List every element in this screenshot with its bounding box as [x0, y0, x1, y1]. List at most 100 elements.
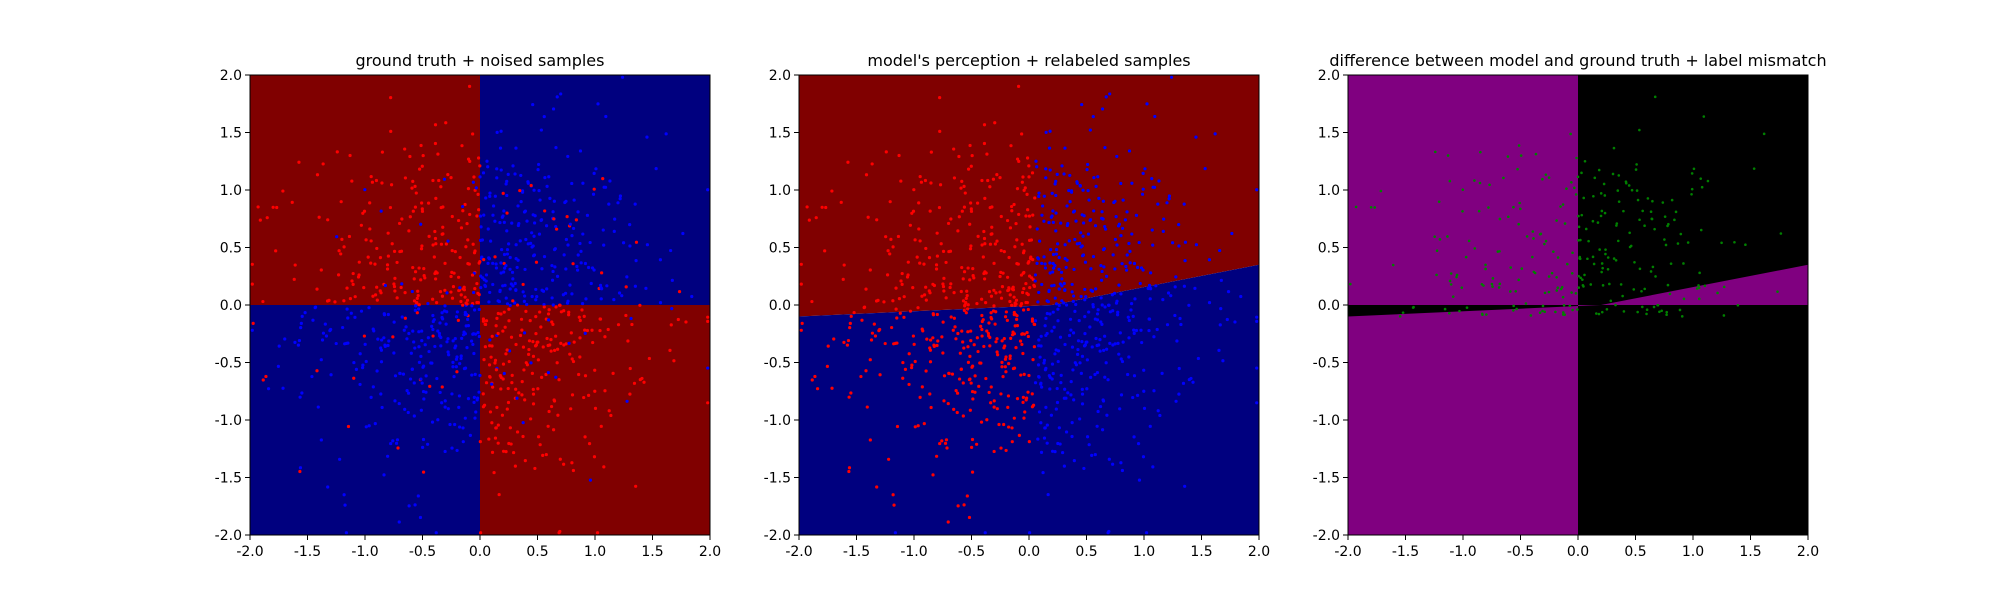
- data-point: [984, 301, 988, 305]
- mismatch-point: [1479, 150, 1482, 154]
- data-point: [520, 190, 525, 194]
- data-point: [1147, 283, 1152, 287]
- data-point: [417, 345, 421, 349]
- x-tick-label: 1.0: [1682, 544, 1704, 560]
- data-point: [1095, 312, 1100, 316]
- data-point: [1063, 387, 1067, 391]
- data-point: [390, 242, 394, 246]
- data-point: [435, 301, 439, 305]
- data-point: [1054, 211, 1058, 215]
- y-tick-label: 0.0: [220, 298, 242, 314]
- data-point: [1138, 281, 1142, 286]
- data-point: [677, 290, 682, 294]
- data-point: [897, 297, 902, 301]
- data-point: [502, 270, 506, 274]
- data-point: [999, 296, 1004, 300]
- mismatch-point: [1570, 271, 1574, 275]
- data-point: [510, 221, 514, 225]
- data-point: [364, 238, 368, 242]
- data-point: [968, 377, 972, 381]
- data-point: [523, 267, 527, 272]
- data-point: [616, 201, 620, 205]
- data-point: [621, 241, 626, 245]
- data-point: [568, 352, 572, 356]
- data-point: [1191, 380, 1195, 384]
- data-point: [393, 399, 397, 403]
- data-point: [916, 424, 920, 428]
- y-tick-label: 1.0: [1318, 183, 1340, 199]
- data-point: [599, 286, 603, 290]
- mismatch-point: [1517, 144, 1521, 147]
- data-point: [393, 289, 397, 293]
- data-point: [1113, 267, 1117, 271]
- y-tick-label: 1.0: [220, 183, 242, 199]
- data-point: [959, 186, 963, 190]
- mismatch-point: [1598, 248, 1601, 251]
- data-point: [654, 167, 658, 171]
- data-point: [935, 454, 939, 458]
- data-point: [706, 319, 710, 323]
- mismatch-point: [1484, 263, 1487, 267]
- data-point: [552, 248, 557, 252]
- data-point: [315, 369, 319, 373]
- data-point: [886, 249, 890, 253]
- data-point: [392, 282, 396, 286]
- data-point: [1007, 361, 1011, 366]
- data-point: [557, 303, 562, 307]
- data-point: [1144, 531, 1149, 535]
- data-point: [579, 261, 583, 265]
- data-point: [495, 130, 499, 134]
- data-point: [450, 296, 455, 300]
- data-point: [630, 322, 634, 327]
- data-point: [431, 334, 435, 338]
- data-point: [475, 214, 479, 218]
- data-point: [1002, 250, 1006, 254]
- data-point: [980, 334, 984, 338]
- data-point: [973, 390, 977, 394]
- data-point: [578, 149, 583, 153]
- data-point: [1230, 231, 1234, 236]
- data-point: [929, 150, 933, 154]
- data-point: [846, 160, 850, 164]
- mismatch-point: [1663, 215, 1667, 218]
- data-point: [982, 123, 987, 127]
- data-point: [1181, 381, 1186, 385]
- data-point: [1033, 381, 1038, 385]
- data-point: [1153, 114, 1157, 119]
- data-point: [534, 260, 539, 264]
- data-point: [300, 391, 304, 395]
- data-point: [427, 234, 431, 238]
- mismatch-point: [1519, 207, 1522, 211]
- data-point: [992, 288, 996, 292]
- y-tick-label: -2.0: [215, 528, 242, 544]
- data-point: [1096, 175, 1100, 179]
- data-point: [570, 234, 574, 238]
- data-point: [444, 242, 448, 246]
- mismatch-point: [1449, 283, 1453, 286]
- data-point: [380, 181, 384, 185]
- data-point: [1124, 264, 1128, 269]
- data-point: [487, 437, 491, 441]
- data-point: [457, 275, 461, 279]
- data-point: [446, 239, 450, 243]
- data-point: [310, 374, 314, 379]
- data-point: [380, 338, 384, 342]
- data-point: [1064, 396, 1068, 400]
- data-point: [1048, 271, 1052, 275]
- mismatch-point: [1583, 273, 1586, 277]
- data-point: [979, 420, 984, 424]
- mismatch-point: [1577, 239, 1580, 242]
- data-point: [487, 256, 491, 260]
- data-point: [1182, 202, 1186, 206]
- data-point: [999, 248, 1003, 253]
- data-point: [852, 311, 856, 315]
- data-point: [932, 283, 937, 288]
- data-point: [502, 252, 507, 257]
- data-point: [491, 385, 495, 389]
- data-point: [1076, 352, 1080, 357]
- data-point: [985, 152, 989, 156]
- data-point: [958, 351, 962, 355]
- data-point: [501, 214, 505, 218]
- data-point: [1119, 393, 1124, 397]
- mismatch-point: [1577, 225, 1581, 229]
